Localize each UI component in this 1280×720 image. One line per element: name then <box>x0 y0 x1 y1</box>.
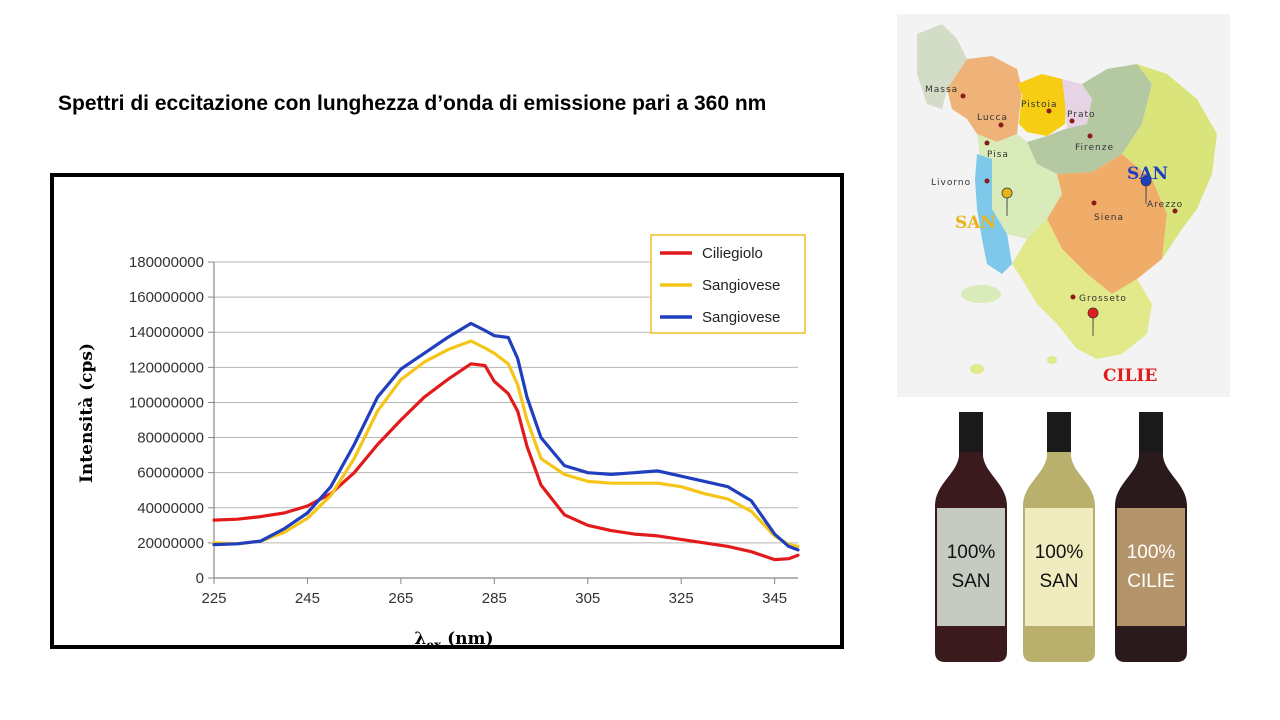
city-label-grosseto: Grosseto <box>1079 294 1127 304</box>
map-marker-san-coast: SAN <box>955 187 1013 233</box>
tuscany-map: Massa Lucca Pistoia Prato Pisa Firenze L… <box>897 14 1230 397</box>
map-island-elba <box>961 285 1001 303</box>
map-city-labels: Massa Lucca Pistoia Prato Pisa Firenze L… <box>925 85 1183 304</box>
city-label-pistoia: Pistoia <box>1021 100 1057 110</box>
x-tick-label: 225 <box>201 590 226 607</box>
city-label-massa: Massa <box>925 85 958 95</box>
x-tick-label: 325 <box>669 590 694 607</box>
marker-label-san-coast: SAN <box>955 213 996 233</box>
bottle-3: 100% CILIE <box>1115 412 1187 662</box>
map-region-siena <box>1047 154 1167 294</box>
series-line-1 <box>212 362 800 562</box>
map-region-prato <box>1062 79 1092 129</box>
city-dot-lucca <box>998 122 1004 128</box>
x-axis-title-unit: (nm) <box>447 629 493 645</box>
axis-layer: 0 20000000 40000000 60000000 80000000 1000000… <box>129 254 798 607</box>
bottle-capsule <box>1047 412 1071 452</box>
series-line-3 <box>212 321 800 552</box>
map-pin-icon <box>1087 307 1099 337</box>
x-axis-title-subscript: ex <box>426 638 442 645</box>
bottle-label-line2: SAN <box>1039 571 1078 592</box>
marker-label-cilie: CILIE <box>1103 366 1157 386</box>
bottle-label-line2: SAN <box>951 571 990 592</box>
chart-frame: 0 20000000 40000000 60000000 80000000 1000000… <box>50 173 844 649</box>
city-dot-prato <box>1069 118 1075 124</box>
city-label-siena: Siena <box>1094 213 1124 223</box>
y-tick-label: 180000000 <box>129 254 204 271</box>
map-region-arezzo <box>1122 64 1217 259</box>
y-tick-label: 60000000 <box>137 465 204 482</box>
y-tick-label: 0 <box>196 570 204 587</box>
city-dot-grosseto <box>1070 294 1076 300</box>
city-dot-arezzo <box>1172 208 1178 214</box>
y-tick-label: 100000000 <box>129 394 204 411</box>
bottle-label-line1: 100% <box>947 542 996 563</box>
map-pin-icon <box>1001 187 1013 217</box>
bottle-label <box>1117 508 1185 626</box>
series-layer <box>212 321 800 562</box>
y-tick-label: 120000000 <box>129 359 204 376</box>
city-label-prato: Prato <box>1067 110 1096 120</box>
map-island-giglio <box>970 364 984 374</box>
x-tick-label: 305 <box>575 590 600 607</box>
legend-label-2: Sangiovese <box>702 277 780 294</box>
map-marker-cilie: CILIE <box>1087 307 1157 386</box>
y-tick-label: 20000000 <box>137 535 204 552</box>
city-dot-firenze <box>1087 133 1093 139</box>
bottle-1: 100% SAN <box>935 412 1007 662</box>
legend-label-3: Sangiovese <box>702 309 780 326</box>
map-pin-icon <box>1140 175 1152 205</box>
x-tick-label: 265 <box>388 590 413 607</box>
map-region-firenze <box>1027 64 1152 174</box>
y-tick-label: 80000000 <box>137 430 204 447</box>
city-dot-pisa <box>984 140 990 146</box>
y-tick-label: 140000000 <box>129 324 204 341</box>
x-tick-label: 345 <box>762 590 787 607</box>
x-axis-title-symbol: λ <box>414 629 426 645</box>
city-label-arezzo: Arezzo <box>1147 200 1183 210</box>
x-axis-title: λex (nm) <box>414 629 493 645</box>
map-region-pisa <box>977 134 1062 239</box>
city-dot-siena <box>1091 200 1097 206</box>
city-label-pisa: Pisa <box>987 150 1009 160</box>
bottle-label-line1: 100% <box>1127 542 1176 563</box>
y-tick-label: 160000000 <box>129 289 204 306</box>
bottle-2: 100% SAN <box>1023 412 1095 662</box>
city-label-firenze: Firenze <box>1075 143 1114 153</box>
wine-bottles: 100% SAN 100% SAN 100% CILIE <box>935 412 1187 662</box>
series-line-2 <box>212 339 800 548</box>
map-region-livorno <box>975 154 1012 274</box>
slide-title: Spettri di eccitazione con lunghezza d’o… <box>58 92 767 115</box>
city-dot-livorno <box>984 178 990 184</box>
bottle-label-line1: 100% <box>1035 542 1084 563</box>
map-region-grosseto <box>1012 219 1152 359</box>
city-dot-massa <box>960 93 966 99</box>
map-region-massa <box>917 24 967 109</box>
map-island-giannutri <box>1047 356 1057 364</box>
bottle-label-line2: CILIE <box>1127 571 1175 592</box>
city-label-lucca: Lucca <box>977 113 1008 123</box>
y-axis-title: Intensità (cps) <box>77 343 97 483</box>
legend-label-1: Ciliegiolo <box>702 245 763 262</box>
city-dot-pistoia <box>1046 108 1052 114</box>
x-tick-label: 245 <box>295 590 320 607</box>
bottle-capsule <box>1139 412 1163 452</box>
map-region-lucca <box>947 56 1022 142</box>
map-region-pistoia <box>1017 74 1067 136</box>
x-tick-label: 285 <box>482 590 507 607</box>
y-tick-label: 40000000 <box>137 500 204 517</box>
map-marker-san-east: SAN <box>1127 164 1168 205</box>
excitation-spectra-chart: 0 20000000 40000000 60000000 80000000 1000000… <box>77 234 806 645</box>
city-label-livorno: Livorno <box>931 178 971 188</box>
chart-legend: Ciliegiolo Sangiovese Sangiovese <box>650 234 806 334</box>
bottle-label <box>1025 508 1093 626</box>
bottle-label <box>937 508 1005 626</box>
bottle-capsule <box>959 412 983 452</box>
marker-label-san-east: SAN <box>1127 164 1168 184</box>
